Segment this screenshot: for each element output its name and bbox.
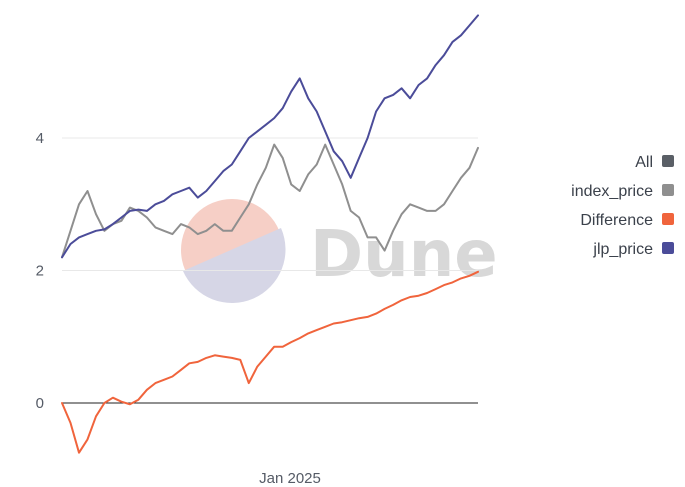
y-tick-label: 0 (36, 395, 44, 412)
x-axis-ticks: Jan 2025 (259, 470, 321, 487)
legend-swatch (662, 213, 674, 225)
legend-item-difference[interactable]: Difference (580, 212, 674, 229)
series-line-jlp-price (61, 14, 479, 259)
legend-label: jlp_price (592, 241, 653, 258)
y-tick-label: 2 (36, 263, 44, 280)
series-lines (61, 14, 479, 454)
legend-label: All (635, 154, 653, 171)
series-line-index-price (61, 143, 479, 259)
legend-swatch (662, 242, 674, 254)
legend-item-all[interactable]: All (635, 154, 674, 171)
legend-swatch (662, 155, 674, 167)
dune-watermark: Dune (181, 199, 498, 303)
y-tick-label: 4 (36, 130, 44, 147)
legend-swatch (662, 184, 674, 196)
legend-item-index-price[interactable]: index_price (571, 183, 674, 200)
series-line-difference (61, 270, 479, 454)
legend[interactable]: All index_price Difference jlp_price (571, 154, 674, 258)
legend-item-jlp-price[interactable]: jlp_price (592, 241, 674, 258)
watermark-text: Dune (310, 218, 498, 292)
watermark-logo-lower-half (183, 228, 286, 303)
legend-label: Difference (580, 212, 653, 229)
y-axis-ticks: 0 2 4 (36, 130, 44, 412)
legend-label: index_price (571, 183, 653, 200)
gridlines (62, 137, 478, 404)
x-tick-label: Jan 2025 (259, 470, 321, 487)
